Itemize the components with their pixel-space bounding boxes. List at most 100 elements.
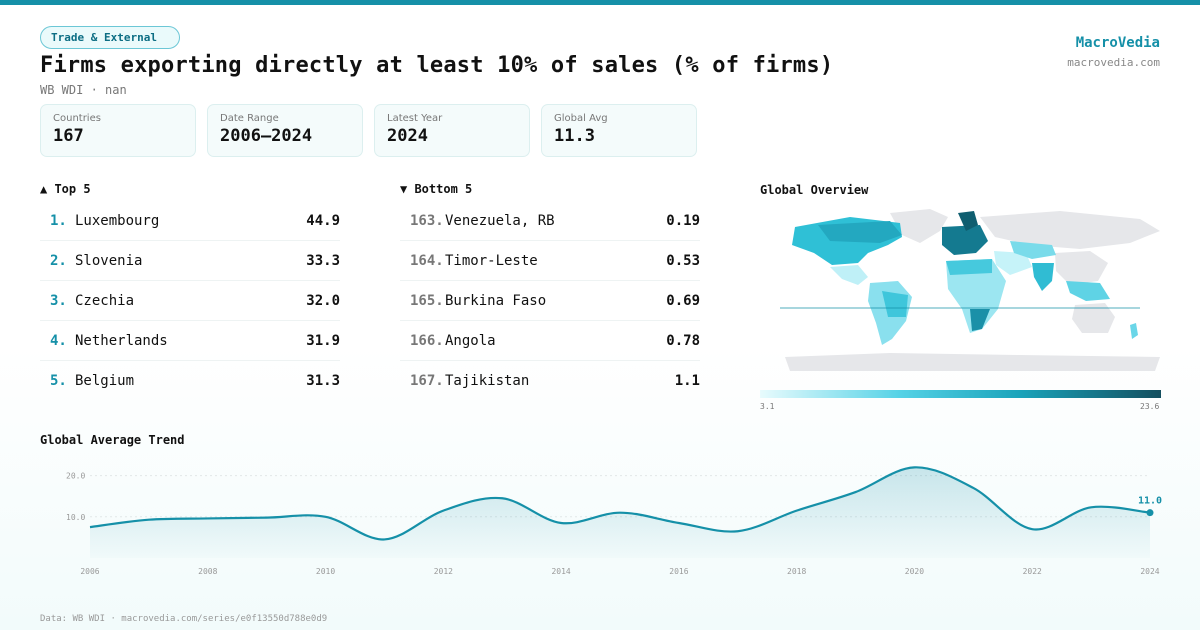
list-item[interactable]: 165. Burkina Faso 0.69 — [400, 281, 700, 321]
world-map[interactable] — [770, 205, 1170, 380]
legend-min-label: 3.1 — [760, 402, 775, 411]
country-name: Venezuela, RB — [445, 213, 555, 229]
new-zealand-shape — [1130, 323, 1138, 339]
map-heading: Global Overview — [760, 183, 869, 197]
x-tick-label: 2014 — [551, 567, 570, 576]
y-tick-label: 10.0 — [66, 513, 85, 522]
country-name: Timor-Leste — [445, 253, 538, 269]
rank-number: 166. — [410, 333, 444, 349]
stat-label: Countries — [53, 113, 101, 124]
bottom5-heading: ▼ Bottom 5 — [400, 182, 473, 196]
page-title: Firms exporting directly at least 10% of… — [40, 53, 834, 78]
country-name: Slovenia — [75, 253, 143, 269]
country-value: 0.53 — [666, 253, 700, 269]
australia-shape — [1072, 303, 1115, 333]
category-badge[interactable]: Trade & External — [40, 26, 180, 49]
stat-label: Date Range — [220, 113, 279, 124]
russia-shape — [980, 211, 1160, 249]
brand-url[interactable]: macrovedia.com — [1067, 56, 1160, 69]
stat-card-global-avg: Global Avg 11.3 — [541, 104, 697, 157]
rank-number: 163. — [410, 213, 444, 229]
country-name: Angola — [445, 333, 496, 349]
southern-africa-shape — [970, 309, 990, 331]
top-accent-bar — [0, 0, 1200, 5]
no-data-regions — [785, 209, 1160, 371]
country-value: 0.19 — [666, 213, 700, 229]
country-value: 44.9 — [306, 213, 340, 229]
country-name: Burkina Faso — [445, 293, 547, 309]
list-item[interactable]: 163. Venezuela, RB 0.19 — [400, 201, 700, 241]
country-value: 1.1 — [674, 373, 700, 389]
stat-card-countries: Countries 167 — [40, 104, 196, 157]
scandinavia-shape — [958, 211, 978, 231]
country-value: 31.3 — [306, 373, 340, 389]
country-value: 0.69 — [666, 293, 700, 309]
x-tick-label: 2012 — [434, 567, 453, 576]
trend-line — [89, 466, 1151, 541]
stat-value: 2006–2024 — [220, 126, 313, 146]
greenland-shape — [890, 209, 948, 243]
last-data-point[interactable] — [1146, 509, 1154, 517]
top5-list: 1. Luxembourg 44.9 2. Slovenia 33.3 3. Czechi… — [40, 201, 340, 401]
y-tick-label: 20.0 — [66, 472, 85, 481]
southeast-asia-shape — [1066, 281, 1110, 301]
x-tick-label: 2010 — [316, 567, 335, 576]
country-value: 31.9 — [306, 333, 340, 349]
canada-shape — [818, 221, 902, 243]
list-item[interactable]: 1. Luxembourg 44.9 — [40, 201, 340, 241]
list-item[interactable]: 2. Slovenia 33.3 — [40, 241, 340, 281]
trend-heading: Global Average Trend — [40, 433, 185, 447]
x-tick-label: 2008 — [198, 567, 217, 576]
country-value: 32.0 — [306, 293, 340, 309]
india-shape — [1032, 263, 1054, 291]
list-item[interactable]: 167. Tajikistan 1.1 — [400, 361, 700, 401]
rank-number: 165. — [410, 293, 444, 309]
x-tick-label: 2006 — [80, 567, 99, 576]
list-item[interactable]: 164. Timor-Leste 0.53 — [400, 241, 700, 281]
stat-value: 11.3 — [554, 126, 595, 146]
axis-ticks: 10.0 20.0 2006 2008 2010 2012 2014 2016 2018 2020… — [66, 472, 1160, 576]
china-shape — [1055, 251, 1108, 285]
rank-number: 5. — [50, 373, 67, 389]
rank-number: 164. — [410, 253, 444, 269]
stat-label: Latest Year — [387, 113, 443, 124]
middle-east-shape — [994, 251, 1032, 275]
country-value: 0.78 — [666, 333, 700, 349]
stat-card-latest-year: Latest Year 2024 — [374, 104, 530, 157]
data-regions — [792, 211, 1138, 345]
country-value: 33.3 — [306, 253, 340, 269]
country-name: Belgium — [75, 373, 135, 389]
europe-shape — [942, 225, 988, 255]
rank-number: 4. — [50, 333, 67, 349]
last-value-label: 11.0 — [1138, 496, 1162, 507]
stat-label: Global Avg — [554, 113, 608, 124]
rank-number: 1. — [50, 213, 67, 229]
list-item[interactable]: 5. Belgium 31.3 — [40, 361, 340, 401]
stat-value: 167 — [53, 126, 84, 146]
stat-card-date-range: Date Range 2006–2024 — [207, 104, 363, 157]
map-legend-gradient — [760, 390, 1161, 398]
country-name: Tajikistan — [445, 373, 530, 389]
brazil-shape — [882, 291, 908, 317]
list-item[interactable]: 166. Angola 0.78 — [400, 321, 700, 361]
rank-number: 167. — [410, 373, 444, 389]
trend-chart[interactable]: 10.0 20.0 2006 2008 2010 2012 2014 2016 2018 2020… — [0, 455, 1200, 580]
legend-max-label: 23.6 — [1140, 402, 1160, 411]
x-tick-label: 2016 — [669, 567, 688, 576]
rank-number: 3. — [50, 293, 67, 309]
mexico-central-shape — [830, 265, 868, 285]
list-item[interactable]: 3. Czechia 32.0 — [40, 281, 340, 321]
bottom5-list: 163. Venezuela, RB 0.19 164. Timor-Leste 0.5… — [400, 201, 700, 401]
footer-source: Data: WB WDI · macrovedia.com/series/e0f… — [40, 614, 328, 624]
antarctica-shape — [785, 353, 1160, 371]
rank-number: 2. — [50, 253, 67, 269]
x-tick-label: 2022 — [1023, 567, 1042, 576]
brand-logo[interactable]: MacroVedia — [1075, 35, 1160, 51]
x-tick-label: 2020 — [905, 567, 924, 576]
trend-area — [90, 467, 1150, 558]
x-tick-label: 2024 — [1140, 567, 1159, 576]
central-asia-shape — [1010, 241, 1056, 259]
north-africa-shape — [946, 259, 992, 275]
list-item[interactable]: 4. Netherlands 31.9 — [40, 321, 340, 361]
page-subtitle: WB WDI · nan — [40, 83, 127, 97]
